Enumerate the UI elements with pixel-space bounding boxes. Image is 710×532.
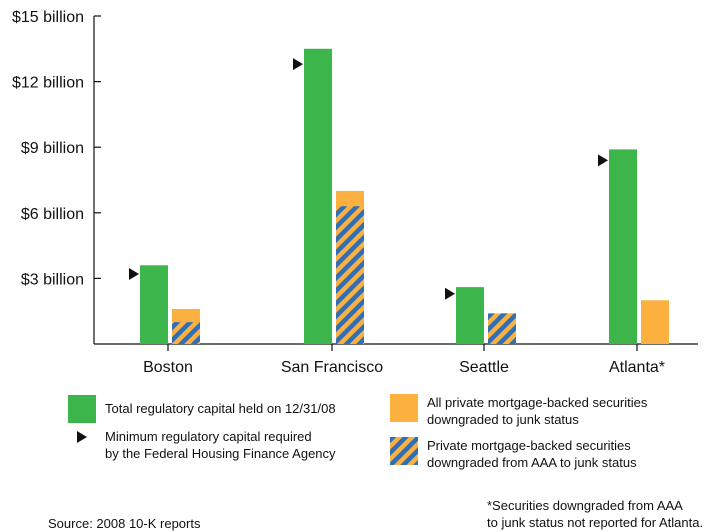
y-tick-label: $9 billion — [21, 140, 84, 157]
axis-labels: $3 billion $6 billion $9 billion $12 billio… — [12, 9, 665, 376]
x-category-label: San Francisco — [281, 359, 383, 376]
bar-total-capital — [304, 48, 332, 345]
minimum-capital-marker — [129, 268, 139, 281]
atlanta-footnote: *Securities downgraded from AAA to junk … — [487, 498, 704, 530]
bar-total-capital — [456, 287, 484, 344]
bar-aaa-to-junk — [336, 206, 364, 344]
legend-aaa-to-junk: Private mortgage-backed securities downg… — [390, 437, 637, 471]
bars — [140, 48, 669, 345]
legend-total-capital: Total regulatory capital held on 12/31/0… — [68, 395, 336, 423]
y-tick-label: $15 billion — [12, 9, 84, 26]
y-tick-label: $6 billion — [21, 206, 84, 223]
striped-swatch-fill — [390, 437, 418, 465]
minimum-capital-marker — [598, 154, 608, 167]
triangle-marker-icon — [68, 428, 96, 446]
bar-aaa-to-junk — [488, 313, 516, 344]
minimum-capital-marker — [293, 58, 303, 71]
legend-all-private: All private mortgage-backed securities d… — [390, 394, 647, 428]
triangle-marker-svg — [77, 431, 87, 443]
triangle-marker-shape — [77, 431, 87, 443]
legend-striped-swatch — [390, 437, 418, 465]
bar-chart: $3 billion $6 billion $9 billion $12 billio… — [12, 9, 698, 376]
bar-aaa-to-junk — [172, 322, 200, 344]
bar-total-capital — [140, 265, 168, 344]
x-category-label: Seattle — [459, 359, 509, 376]
legend-minimum-capital-label: Minimum regulatory capital required by t… — [105, 429, 336, 461]
y-tick-label: $12 billion — [12, 75, 84, 92]
legend-green-swatch — [68, 395, 96, 423]
y-tick-label: $3 billion — [21, 271, 84, 288]
axes — [93, 15, 698, 351]
markers — [129, 58, 608, 300]
x-category-label: Boston — [143, 359, 193, 376]
legend-all-private-label: All private mortgage-backed securities d… — [427, 395, 648, 427]
bar-total-capital — [609, 149, 637, 344]
legend-minimum-capital: Minimum regulatory capital required by t… — [68, 428, 336, 462]
minimum-capital-marker — [445, 287, 455, 300]
legend-aaa-to-junk-label: Private mortgage-backed securities downg… — [427, 438, 637, 470]
source-note: Source: 2008 10-K reports — [48, 516, 201, 531]
bar-all-private-mbs — [641, 300, 669, 344]
striped-swatch-svg — [390, 437, 418, 465]
legend-orange-swatch — [390, 394, 418, 422]
x-category-label: Atlanta* — [609, 359, 665, 376]
legend-total-capital-label: Total regulatory capital held on 12/31/0… — [105, 401, 336, 416]
